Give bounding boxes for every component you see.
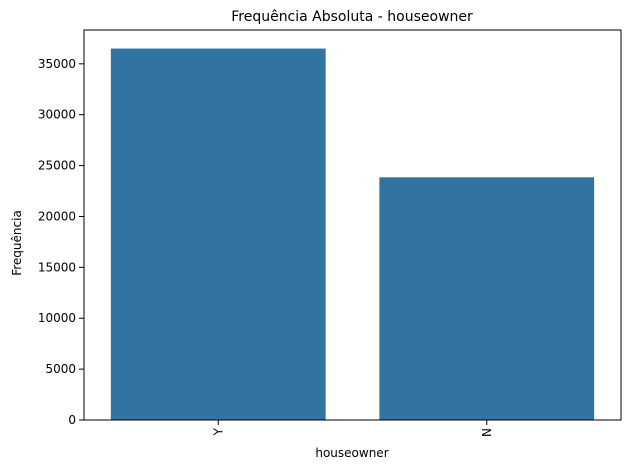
axes-frame (83, 29, 622, 421)
y-tick-label: 25000 (38, 159, 76, 173)
y-tick-label: 10000 (38, 311, 76, 325)
bar-N (379, 177, 595, 420)
bar-Y (110, 48, 326, 420)
y-tick-label: 35000 (38, 57, 76, 71)
x-axis-label: houseowner (315, 446, 388, 460)
chart-title: Frequência Absoluta - houseowner (231, 9, 473, 25)
plot-frame (83, 29, 622, 421)
y-tick-label: 15000 (38, 260, 76, 274)
y-axis-label: Frequência (10, 210, 24, 276)
y-axis: 0 5000 10000 15000 20000 25000 30000 35000 (38, 57, 84, 427)
x-tick-label-N: N (480, 428, 494, 437)
y-tick-label: 20000 (38, 209, 76, 223)
y-tick-label: 5000 (45, 362, 76, 376)
x-tick-label-Y: Y (211, 427, 225, 436)
y-tick-label: 30000 (38, 108, 76, 122)
y-tick-label: 0 (68, 413, 76, 427)
bars-group (110, 48, 595, 420)
